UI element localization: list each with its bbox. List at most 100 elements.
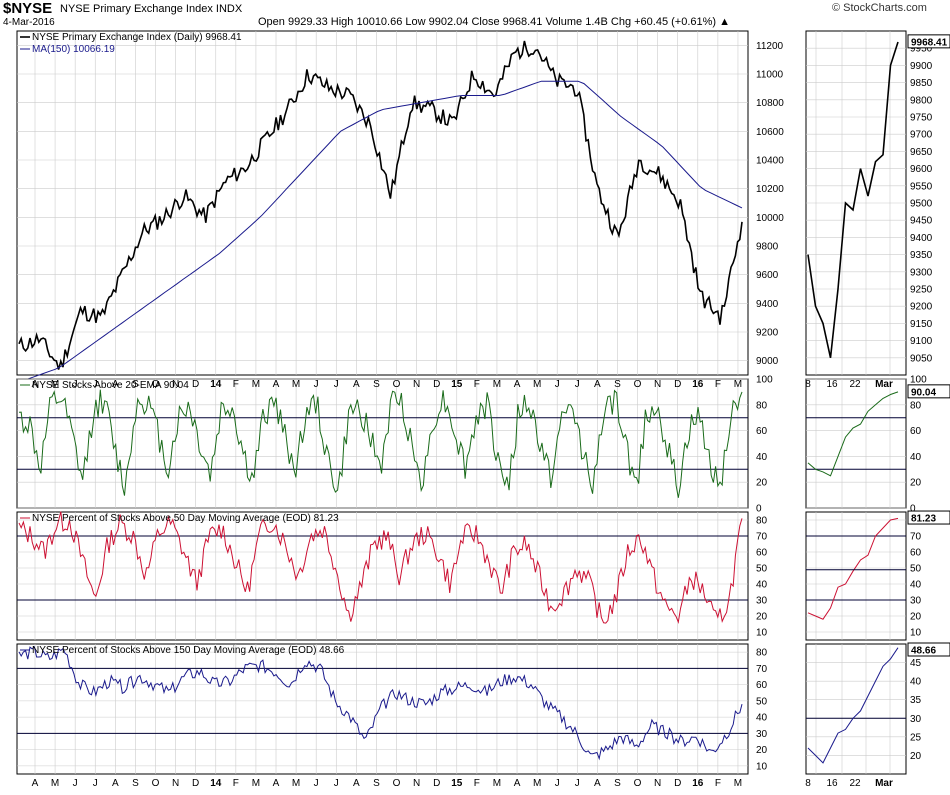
x-tick-label: N — [654, 379, 661, 390]
zoom-y-tick-label: 50 — [910, 564, 922, 575]
x-tick-label: A — [112, 778, 119, 789]
y-tick-label: 100 — [756, 375, 773, 386]
last-value-label: 90.04 — [911, 387, 936, 398]
x-tick-label: F — [233, 379, 239, 390]
breadth-line — [18, 389, 743, 498]
panel-title: NYSE Stocks Above 20-EMA 90.04 — [32, 380, 189, 391]
y-tick-label: 11000 — [756, 70, 784, 81]
y-tick-label: 40 — [756, 580, 768, 591]
stockcharts-brand: © StockCharts.com — [832, 2, 927, 14]
x-tick-label: M — [533, 778, 541, 789]
x-tick-label: 15 — [451, 778, 463, 789]
legend-price-label: NYSE Primary Exchange Index (Daily) 9968… — [32, 32, 242, 43]
x-tick-label: F — [715, 778, 721, 789]
x-tick-label: M — [734, 778, 742, 789]
panel-frame — [16, 30, 749, 376]
x-tick-label: O — [393, 778, 401, 789]
y-tick-label: 20 — [756, 478, 768, 489]
x-tick-label: A — [514, 778, 521, 789]
x-tick-label: 14 — [210, 778, 222, 789]
x-tick-label: A — [514, 379, 521, 390]
zoom-y-tick-label: 20 — [910, 751, 922, 762]
y-tick-label: 80 — [756, 516, 768, 527]
zoom-y-tick-label: 9650 — [910, 147, 933, 158]
zoom-panel-frame — [805, 511, 907, 641]
zoom-y-tick-label: 100 — [910, 375, 927, 386]
x-tick-label: 15 — [451, 379, 463, 390]
zoom-y-tick-label: 40 — [910, 580, 922, 591]
zoom-x-tick-label: 8 — [805, 778, 811, 789]
zoom-y-tick-label: 9500 — [910, 199, 933, 210]
y-tick-label: 0 — [756, 504, 762, 515]
y-tick-label: 9200 — [756, 328, 779, 339]
x-tick-label: A — [273, 778, 280, 789]
x-tick-label: S — [132, 778, 139, 789]
x-tick-label: O — [152, 778, 160, 789]
zoom-y-tick-label: 9200 — [910, 302, 933, 313]
y-tick-label: 80 — [756, 400, 768, 411]
x-tick-label: J — [575, 778, 580, 789]
y-tick-label: 10 — [756, 628, 768, 639]
x-tick-label: M — [734, 379, 742, 390]
x-tick-label: J — [555, 379, 560, 390]
panel-frame — [16, 378, 749, 509]
last-value-label: 48.66 — [911, 646, 936, 657]
last-value-box — [907, 34, 950, 49]
x-tick-label: J — [314, 778, 319, 789]
zoom-y-tick-label: 9950 — [910, 44, 933, 55]
x-tick-label: M — [493, 778, 501, 789]
zoom-y-tick-label: 0 — [910, 504, 916, 515]
last-value-box — [907, 384, 950, 399]
zoom-panel-frame — [805, 378, 907, 509]
x-tick-label: A — [353, 778, 360, 789]
zoom-x-tick-label: 16 — [826, 778, 838, 789]
x-tick-label: O — [634, 778, 642, 789]
x-tick-label: J — [555, 778, 560, 789]
symbol-title: $NYSE — [3, 0, 53, 17]
zoom-y-tick-label: 10 — [910, 628, 922, 639]
x-tick-label: N — [654, 778, 661, 789]
y-tick-label: 70 — [756, 532, 768, 543]
y-tick-label: 20 — [756, 745, 768, 756]
zoom-x-tick-label: 22 — [849, 778, 861, 789]
zoom-series-line — [807, 647, 899, 764]
zoom-y-tick-label: 9450 — [910, 216, 933, 227]
y-tick-label: 10800 — [756, 98, 784, 109]
panel-frame — [16, 643, 749, 775]
x-tick-label: F — [474, 778, 480, 789]
x-tick-label: A — [353, 379, 360, 390]
y-tick-label: 9000 — [756, 356, 779, 367]
y-tick-label: 9600 — [756, 270, 779, 281]
y-tick-label: 60 — [756, 680, 768, 691]
zoom-x-tick-label: 16 — [826, 379, 838, 390]
x-tick-label: M — [252, 379, 260, 390]
x-tick-label: F — [474, 379, 480, 390]
y-tick-label: 50 — [756, 564, 768, 575]
breadth-line — [18, 511, 743, 624]
zoom-y-tick-label: 9350 — [910, 250, 933, 261]
x-tick-label: F — [233, 778, 239, 789]
x-tick-label: J — [73, 379, 78, 390]
x-tick-label: D — [433, 379, 440, 390]
zoom-series-line — [807, 391, 899, 477]
x-tick-label: A — [32, 778, 39, 789]
x-tick-label: O — [152, 379, 160, 390]
zoom-y-tick-label: 9750 — [910, 113, 933, 124]
zoom-x-tick-label: Mar — [875, 778, 893, 789]
zoom-y-tick-label: 9050 — [910, 353, 933, 364]
x-tick-label: S — [614, 379, 621, 390]
last-value-label: 9968.41 — [911, 37, 948, 48]
chart-date: 4-Mar-2016 — [3, 17, 55, 28]
y-tick-label: 11200 — [756, 41, 784, 52]
x-tick-label: F — [715, 379, 721, 390]
x-tick-label: D — [674, 778, 681, 789]
x-tick-label: O — [393, 379, 401, 390]
zoom-y-tick-label: 9250 — [910, 285, 933, 296]
x-tick-label: J — [334, 379, 339, 390]
zoom-y-tick-label: 9400 — [910, 233, 933, 244]
zoom-y-tick-label: 25 — [910, 732, 922, 743]
y-tick-label: 60 — [756, 426, 768, 437]
zoom-y-tick-label: 9300 — [910, 267, 933, 278]
y-tick-label: 50 — [756, 696, 768, 707]
